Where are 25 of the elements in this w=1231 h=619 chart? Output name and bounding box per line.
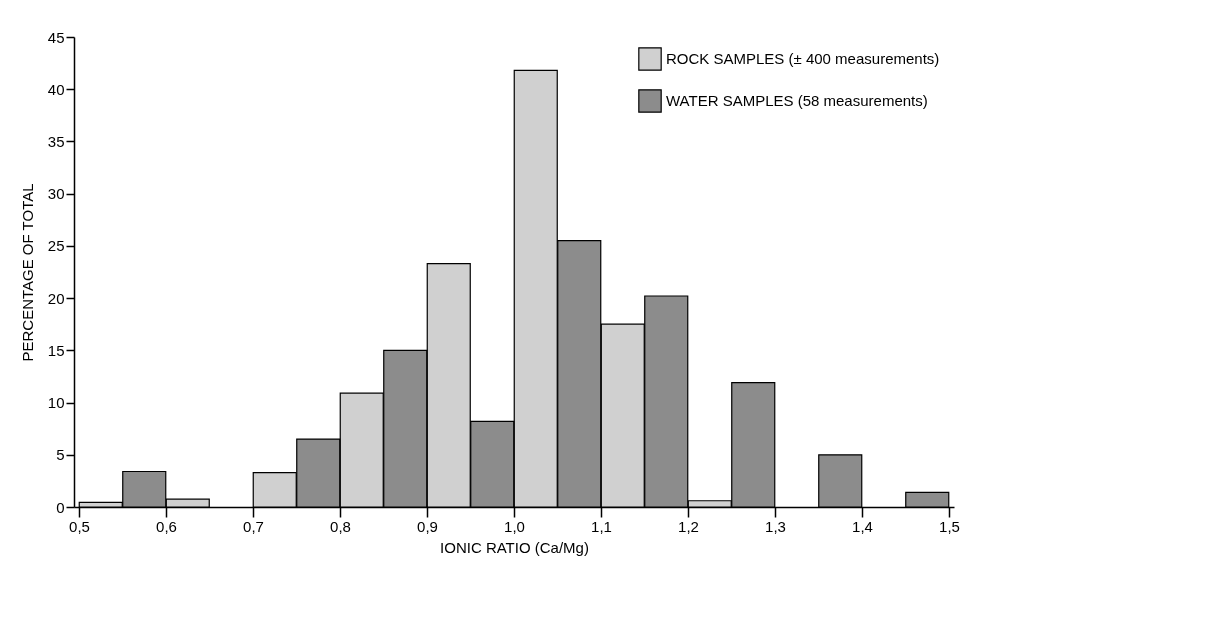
x-tick-label: 0,7 xyxy=(243,517,264,535)
x-tick-label: 1,0 xyxy=(504,517,525,535)
y-tick-label: 40 xyxy=(47,80,65,98)
x-tick-label: 1,2 xyxy=(678,517,699,535)
y-tick-label: 15 xyxy=(47,341,65,359)
y-tick-label: 35 xyxy=(47,132,65,150)
x-tick-label: 0,5 xyxy=(69,517,90,535)
y-tick-label: 10 xyxy=(47,394,65,412)
x-tick-label: 0,8 xyxy=(330,517,351,535)
x-tick-label: 1,4 xyxy=(852,517,873,535)
y-tick-label: 20 xyxy=(47,289,65,307)
y-tick-label: 5 xyxy=(56,446,65,464)
x-tick-label: 1,5 xyxy=(939,517,960,535)
x-tick-label: 0,6 xyxy=(156,517,177,535)
x-tick-label: 1,3 xyxy=(765,517,786,535)
legend-label: ROCK SAMPLES (± 400 measurements) xyxy=(666,50,940,67)
x-tick-label: 0,9 xyxy=(417,517,438,535)
x-tick-label: 1,1 xyxy=(591,517,612,535)
y-tick-label: 30 xyxy=(47,185,65,203)
y-tick-label: 0 xyxy=(56,498,65,516)
y-tick-label: 25 xyxy=(47,237,65,255)
y-axis-title: PERCENTAGE OF TOTAL xyxy=(18,183,36,362)
legend-label: WATER SAMPLES (58 measurements) xyxy=(666,92,928,109)
y-tick-label: 45 xyxy=(47,28,65,46)
x-axis-title: IONIC RATIO (Ca/Mg) xyxy=(440,538,589,556)
